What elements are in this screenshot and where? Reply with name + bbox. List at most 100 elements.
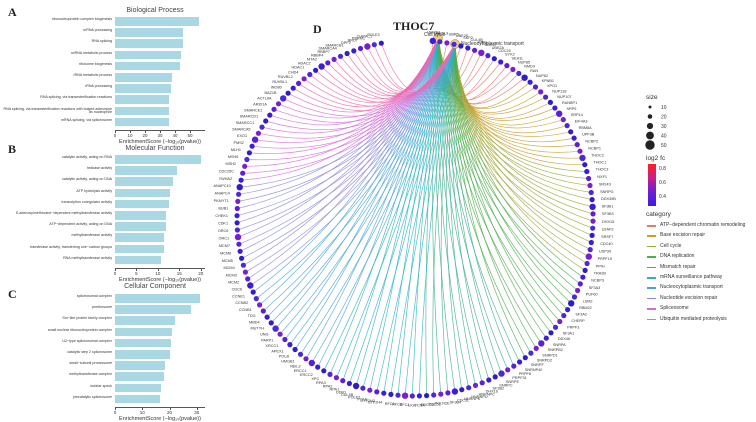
- category-legend-label: Base excision repair: [660, 232, 706, 239]
- category-label: RNA methyltransferase activity: [63, 255, 112, 260]
- network-edge: [289, 43, 456, 345]
- gene-label: MTA2: [307, 57, 317, 61]
- network-edge: [380, 43, 456, 92]
- gene-node: [352, 382, 360, 390]
- category-legend-label: Mismatch repair: [660, 263, 696, 270]
- gene-node: [527, 79, 533, 85]
- gene-node: [346, 380, 352, 387]
- gene-node: [589, 203, 596, 210]
- gene-node: [277, 331, 283, 337]
- gene-label: RBBP7: [318, 50, 330, 54]
- gene-node: [340, 378, 346, 384]
- network-edge: [367, 43, 456, 93]
- gene-label: HNRNPU: [471, 395, 488, 399]
- bar: [115, 155, 201, 164]
- gene-label: XPC: [311, 377, 319, 381]
- gene-label: MCM2: [228, 280, 239, 284]
- gene-label: SNRPF: [531, 363, 545, 367]
- gene-node: [292, 346, 298, 353]
- network-edge: [340, 43, 456, 97]
- category-legend-label: ATP−dependent chromatin remodeling: [660, 222, 746, 228]
- gene-label: RPA2: [323, 384, 333, 388]
- gene-label: PKMYT1: [214, 199, 229, 203]
- gene-node: [571, 135, 577, 141]
- gene-node: [263, 118, 269, 124]
- network-edge: [390, 43, 456, 395]
- bar: [115, 211, 167, 220]
- network-edge: [284, 37, 439, 340]
- bar: [115, 199, 169, 209]
- network-edge: [245, 43, 456, 273]
- gene-node: [543, 94, 549, 100]
- network-edge: [346, 37, 439, 94]
- bar: [115, 28, 183, 37]
- panel-d-letter: D: [313, 22, 322, 36]
- category-label: ncRNA metabolic process: [70, 50, 112, 55]
- network-edge: [294, 37, 439, 350]
- gene-node: [374, 389, 380, 395]
- gene-label: NUP62: [536, 74, 548, 78]
- gene-node: [491, 56, 497, 62]
- panel-a-letter: A: [8, 5, 17, 19]
- gene-node: [351, 48, 357, 54]
- gene-node: [242, 163, 248, 169]
- gene-node: [577, 148, 583, 154]
- gene-label: MBD4: [249, 321, 260, 325]
- category-label: transferase activity, transferring one−c…: [30, 244, 112, 249]
- gene-label: PMS2: [234, 141, 244, 145]
- gene-label: POLE: [357, 397, 368, 401]
- tick-mark: [179, 268, 180, 271]
- gene-node: [235, 198, 241, 204]
- network-edge: [452, 43, 502, 374]
- gene-node: [327, 371, 333, 377]
- network-edge: [256, 43, 456, 299]
- category-label: catalytic step 2 spliceosome: [67, 350, 112, 354]
- gene-label: YWHAZ: [219, 177, 233, 181]
- gene-label: RUVBL2: [278, 75, 293, 79]
- gene-label: ERCC3: [421, 403, 434, 407]
- gene-node: [297, 351, 304, 357]
- gene-node: [236, 184, 243, 191]
- gene-node: [522, 355, 528, 361]
- gene-label: SF3B1: [602, 205, 614, 209]
- gene-node: [275, 101, 282, 107]
- size-legend-label: 10: [661, 105, 667, 111]
- gene-node: [234, 213, 240, 219]
- gene-label: RUVBL1: [272, 80, 287, 84]
- gene-label: HDAC1: [292, 66, 305, 70]
- bar: [115, 338, 171, 348]
- category-label: rRNA processing: [85, 84, 112, 89]
- gene-label: CCNE1: [232, 294, 245, 298]
- gene-node: [552, 324, 559, 330]
- gene-node: [431, 392, 437, 398]
- tick-mark: [136, 268, 138, 271]
- network-edge: [315, 43, 456, 103]
- gene-label: EXO1: [237, 134, 247, 138]
- gene-label: DDB1: [336, 390, 346, 394]
- panel-b-title: Molecular Function: [125, 145, 185, 152]
- network-edges: [236, 37, 594, 397]
- gene-label: SRP14: [571, 113, 583, 117]
- gene-label: U2AF2: [602, 227, 614, 231]
- tick-mark: [115, 130, 116, 133]
- gene-label: SMARCB1: [325, 44, 343, 48]
- gene-node: [364, 43, 371, 50]
- gene-node: [589, 232, 595, 238]
- gene-node: [285, 90, 291, 96]
- gene-label: MLH1: [231, 148, 241, 152]
- gene-label: CUL4B: [341, 393, 354, 397]
- gene-node: [582, 162, 588, 168]
- bar: [115, 383, 162, 393]
- category-label: rRNA metabolic process: [73, 73, 112, 77]
- gene-node: [257, 302, 263, 308]
- gene-node: [458, 43, 464, 49]
- network-edge: [266, 37, 439, 318]
- gene-node: [571, 294, 578, 300]
- bar: [115, 84, 171, 93]
- category-node-label: Nucleocytoplasmic transport: [461, 41, 524, 47]
- bar: [115, 316, 175, 326]
- gene-node: [247, 282, 254, 289]
- gene-node: [240, 262, 246, 268]
- color-legend-title: log2 fc: [646, 155, 666, 162]
- gene-node: [528, 350, 534, 356]
